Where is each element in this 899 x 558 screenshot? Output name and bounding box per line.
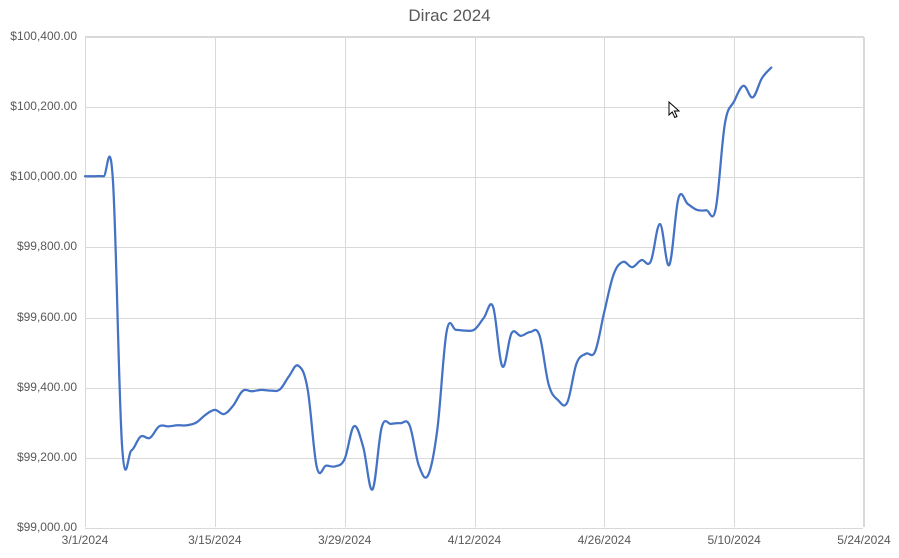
gridline-h — [85, 528, 863, 529]
y-tick-label: $99,000.00 — [0, 520, 77, 534]
chart-title: Dirac 2024 — [0, 6, 899, 26]
y-tick-label: $99,400.00 — [0, 380, 77, 394]
x-tick-label: 3/29/2024 — [318, 533, 371, 547]
x-tick-label: 3/15/2024 — [188, 533, 241, 547]
y-tick-label: $100,200.00 — [0, 99, 77, 113]
y-tick-label: $100,000.00 — [0, 169, 77, 183]
y-tick-label: $99,200.00 — [0, 450, 77, 464]
y-tick-label: $99,600.00 — [0, 310, 77, 324]
x-tick-label: 4/12/2024 — [448, 533, 501, 547]
gridline-v — [864, 37, 865, 527]
y-tick-label: $99,800.00 — [0, 239, 77, 253]
x-tick-label: 3/1/2024 — [62, 533, 109, 547]
x-tick-label: 5/10/2024 — [707, 533, 760, 547]
chart-plot-area — [85, 36, 864, 527]
x-tick-label: 4/26/2024 — [578, 533, 631, 547]
x-tick-label: 5/24/2024 — [837, 533, 890, 547]
y-tick-label: $100,400.00 — [0, 29, 77, 43]
line-series — [85, 36, 864, 527]
